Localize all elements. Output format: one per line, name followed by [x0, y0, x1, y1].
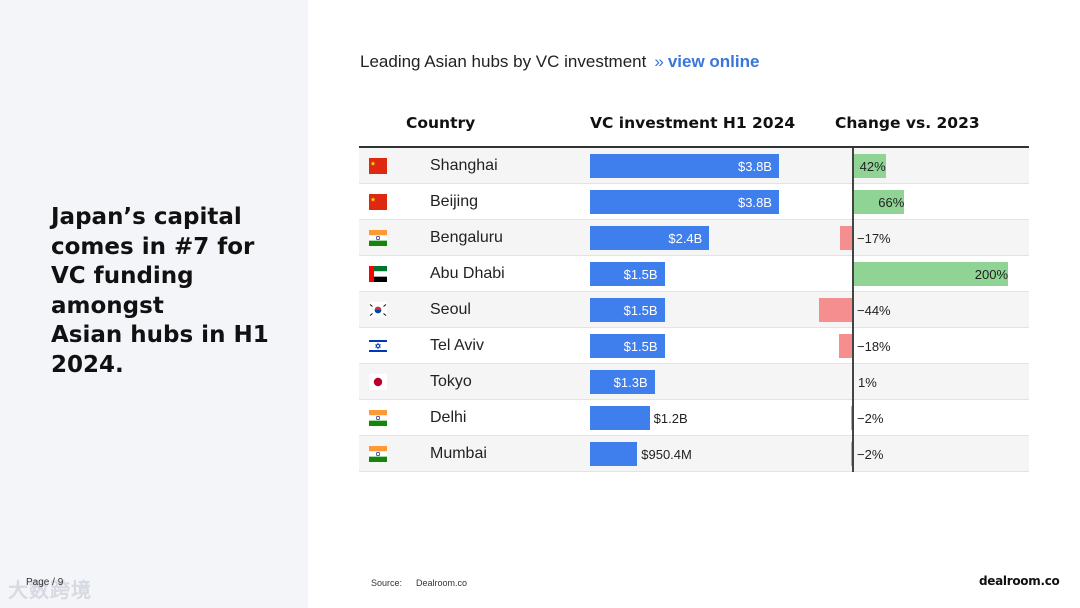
india-flag-icon	[369, 446, 387, 462]
change-label: −18%	[857, 339, 891, 354]
page-number: Page / 9	[26, 577, 64, 588]
change-label: −2%	[857, 447, 884, 462]
change-bar	[818, 298, 853, 322]
change-bar	[839, 334, 853, 358]
table-row: Seoul $1.5B −44%	[359, 292, 1029, 328]
table-row: Tel Aviv $1.5B −18%	[359, 328, 1029, 364]
table-row: Abu Dhabi $1.5B 200%	[359, 256, 1029, 292]
column-header-change: Change vs. 2023	[835, 114, 980, 132]
change-zero-axis	[852, 148, 854, 472]
change-label: −44%	[857, 303, 891, 318]
change-label: 200%	[974, 267, 1009, 282]
vc-investment-bar	[590, 442, 638, 466]
view-online-link[interactable]: view online	[667, 52, 760, 71]
city-name: Bengaluru	[430, 229, 503, 246]
india-flag-icon	[369, 410, 387, 426]
vc-investment-label: $2.4B	[668, 231, 703, 246]
city-name: Tel Aviv	[430, 337, 484, 354]
vc-investment-label: $3.8B	[738, 159, 772, 174]
left-panel	[0, 0, 308, 608]
vc-investment-bar	[590, 370, 655, 394]
city-name: Tokyo	[430, 373, 472, 390]
table-row: Delhi $1.2B −2%	[359, 400, 1029, 436]
change-label: 42%	[859, 159, 886, 174]
column-header-vc-investment: VC investment H1 2024	[590, 114, 796, 132]
table-row: Shanghai $3.8B 42%	[359, 148, 1029, 184]
vc-investment-label: $950.4M	[641, 447, 692, 462]
dealroom-logo: dealroom.co	[979, 574, 1060, 588]
change-label: 1%	[858, 375, 877, 390]
city-name: Beijing	[430, 193, 479, 210]
city-name: Abu Dhabi	[430, 265, 505, 282]
india-flag-icon	[369, 230, 387, 246]
table-row: Beijing $3.8B 66%	[359, 184, 1029, 220]
table-row: Mumbai $950.4M −2%	[359, 436, 1029, 472]
vc-investment-label: $1.5B	[623, 339, 658, 354]
vc-investment-label: $1.5B	[623, 267, 658, 282]
city-name: Shanghai	[430, 157, 498, 174]
vc-investment-bar	[590, 262, 665, 286]
vc-investment-bar	[590, 190, 779, 214]
header-divider	[359, 146, 1029, 148]
vc-investment-label: $1.2B	[653, 411, 688, 426]
change-bar	[853, 262, 1008, 286]
change-label: −17%	[857, 231, 891, 246]
change-bar	[839, 226, 853, 250]
chart-title-text: Leading Asian hubs by VC investment	[360, 52, 647, 71]
source-note: Source: Dealroom.co	[371, 578, 467, 588]
city-name: Mumbai	[430, 445, 487, 462]
vc-investment-label: $3.8B	[738, 195, 772, 210]
change-bar	[853, 190, 905, 214]
city-name: Seoul	[430, 301, 471, 318]
city-name: Delhi	[430, 409, 467, 426]
japan-flag-icon	[369, 374, 387, 390]
vc-investment-bar	[590, 298, 665, 322]
chart-title: Leading Asian hubs by VC investment » view…	[360, 52, 759, 72]
vc-investment-bar	[590, 334, 665, 358]
change-bar	[853, 154, 886, 178]
change-label: −2%	[857, 411, 884, 426]
israel-flag-icon	[369, 338, 387, 354]
china-flag-icon	[369, 158, 387, 174]
change-label: 66%	[878, 195, 905, 210]
uae-flag-icon	[369, 266, 387, 282]
double-chevron-icon: »	[654, 52, 664, 71]
source-value: Dealroom.co	[416, 578, 468, 588]
vc-investment-label: $1.3B	[613, 375, 648, 390]
watermark: 大数跨境	[8, 580, 92, 602]
change-bar	[853, 370, 854, 394]
vc-investment-bar	[590, 406, 650, 430]
vc-investment-bar	[590, 154, 779, 178]
china-flag-icon	[369, 194, 387, 210]
slide-headline: Japan’s capital comes in #7 for VC fundi…	[51, 204, 269, 378]
column-header-country: Country	[406, 114, 476, 132]
table-row: Tokyo $1.3B 1%	[359, 364, 1029, 400]
source-label: Source:	[371, 578, 403, 588]
vc-investment-bar	[590, 226, 710, 250]
table-row: Bengaluru $2.4B −17%	[359, 220, 1029, 256]
south-korea-flag-icon	[369, 302, 387, 318]
vc-investment-label: $1.5B	[623, 303, 658, 318]
